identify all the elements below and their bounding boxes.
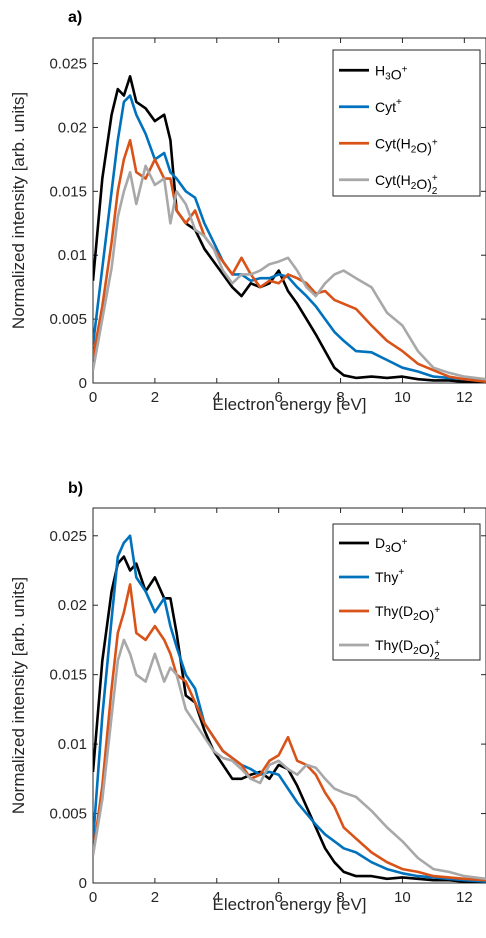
y-tick-label: 0.02 xyxy=(58,597,87,614)
y-tick-label: 0.02 xyxy=(58,119,87,136)
y-tick-label: 0.015 xyxy=(49,183,87,200)
series-line-thy-d2o-2 xyxy=(93,638,486,881)
panel-a: 0 2 4 6 8 10 12 0 0.005 0.01 0.015 0.02 0.025 Electro… xyxy=(9,9,486,414)
x-tick-label: 8 xyxy=(336,389,344,406)
legend-entry-d3o: D3O+ xyxy=(375,535,408,555)
y-axis-label: Normalized intensity [arb. units] xyxy=(9,92,28,329)
y-tick-label: 0 xyxy=(79,375,87,392)
y-tick-label: 0.015 xyxy=(49,667,87,684)
y-axis-label: Normalized intensity [arb. units] xyxy=(9,577,28,814)
plot-area-frame xyxy=(92,37,486,384)
panel-label: a) xyxy=(68,9,82,26)
plot-area-frame xyxy=(92,507,486,884)
x-tick-label: 10 xyxy=(394,889,411,906)
x-tick-label: 0 xyxy=(89,889,97,906)
x-tick-label: 8 xyxy=(336,889,344,906)
legend: D3O+ Thy+ Thy(D2O)+ Thy(D2O)+ 2 xyxy=(332,523,481,662)
series-line-h3o xyxy=(93,75,486,383)
y-tick-label: 0 xyxy=(79,875,87,892)
y-tick-label: 0.01 xyxy=(58,736,87,753)
x-axis-label: Electron energy [eV] xyxy=(212,395,366,414)
x-tick-label: 12 xyxy=(456,389,473,406)
legend: H3O+ Cyt+ Cyt(H2O)+ Cyt(H2O)+ 2 xyxy=(332,49,481,197)
y-tick-label: 0.025 xyxy=(49,56,87,73)
legend-entry-thy-d2o: Thy(D2O)+ xyxy=(375,603,440,623)
legend-entry-thy: Thy+ xyxy=(375,567,404,585)
x-tick-label: 4 xyxy=(213,889,221,906)
y-tick-label: 0.005 xyxy=(49,806,87,823)
panel-b: 0 2 4 6 8 10 12 0 0.005 0.01 0.015 0.02 0.025 Electro… xyxy=(9,480,486,914)
panel-label: b) xyxy=(68,480,83,497)
legend-entry-cyt-h2o-2: Cyt(H2O)+ 2 xyxy=(375,172,438,197)
x-tick-label: 6 xyxy=(274,389,282,406)
series-line-cyt xyxy=(93,94,486,382)
legend-entry-h3o: H3O+ xyxy=(375,62,408,82)
y-tick-label: 0.025 xyxy=(49,528,87,545)
legend-entry-thy-d2o-2: Thy(D2O)+ 2 xyxy=(375,637,440,662)
y-tick-label: 0.01 xyxy=(58,247,87,264)
legend-box xyxy=(332,523,481,661)
x-tick-label: 10 xyxy=(394,389,411,406)
series-line-d3o xyxy=(93,555,486,883)
series-line-cyt-h2o-2 xyxy=(93,164,486,381)
legend-entry-cyt: Cyt+ xyxy=(375,97,402,115)
x-tick-label: 2 xyxy=(151,389,159,406)
legend-entry-cyt-h2o: Cyt(H2O)+ xyxy=(375,135,438,155)
y-tick-label: 0.005 xyxy=(49,311,87,328)
legend-box xyxy=(332,49,481,197)
x-axis-label: Electron energy [eV] xyxy=(212,895,366,914)
x-tick-label: 4 xyxy=(213,389,221,406)
x-tick-label: 12 xyxy=(456,889,473,906)
x-tick-label: 0 xyxy=(89,389,97,406)
x-tick-label: 6 xyxy=(274,889,282,906)
series-line-thy xyxy=(93,534,486,883)
x-tick-label: 2 xyxy=(151,889,159,906)
